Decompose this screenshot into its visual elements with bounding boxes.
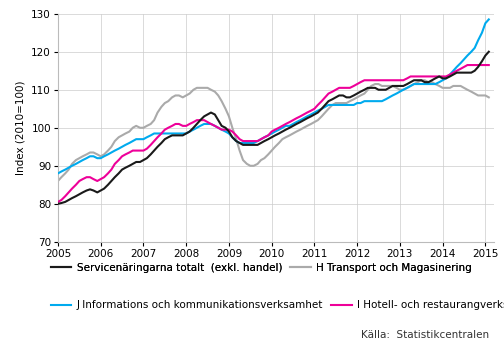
- Y-axis label: Index (2010=100): Index (2010=100): [16, 81, 26, 175]
- Legend: J Informations och kommunikationsverksamhet, I Hotell- och restaurangverksamhet: J Informations och kommunikationsverksam…: [50, 300, 504, 310]
- Text: Källa:  Statistikcentralen: Källa: Statistikcentralen: [361, 330, 489, 340]
- Legend: Servicenäringarna totalt  (exkl. handel), H Transport och Magasinering: Servicenäringarna totalt (exkl. handel),…: [50, 263, 472, 273]
